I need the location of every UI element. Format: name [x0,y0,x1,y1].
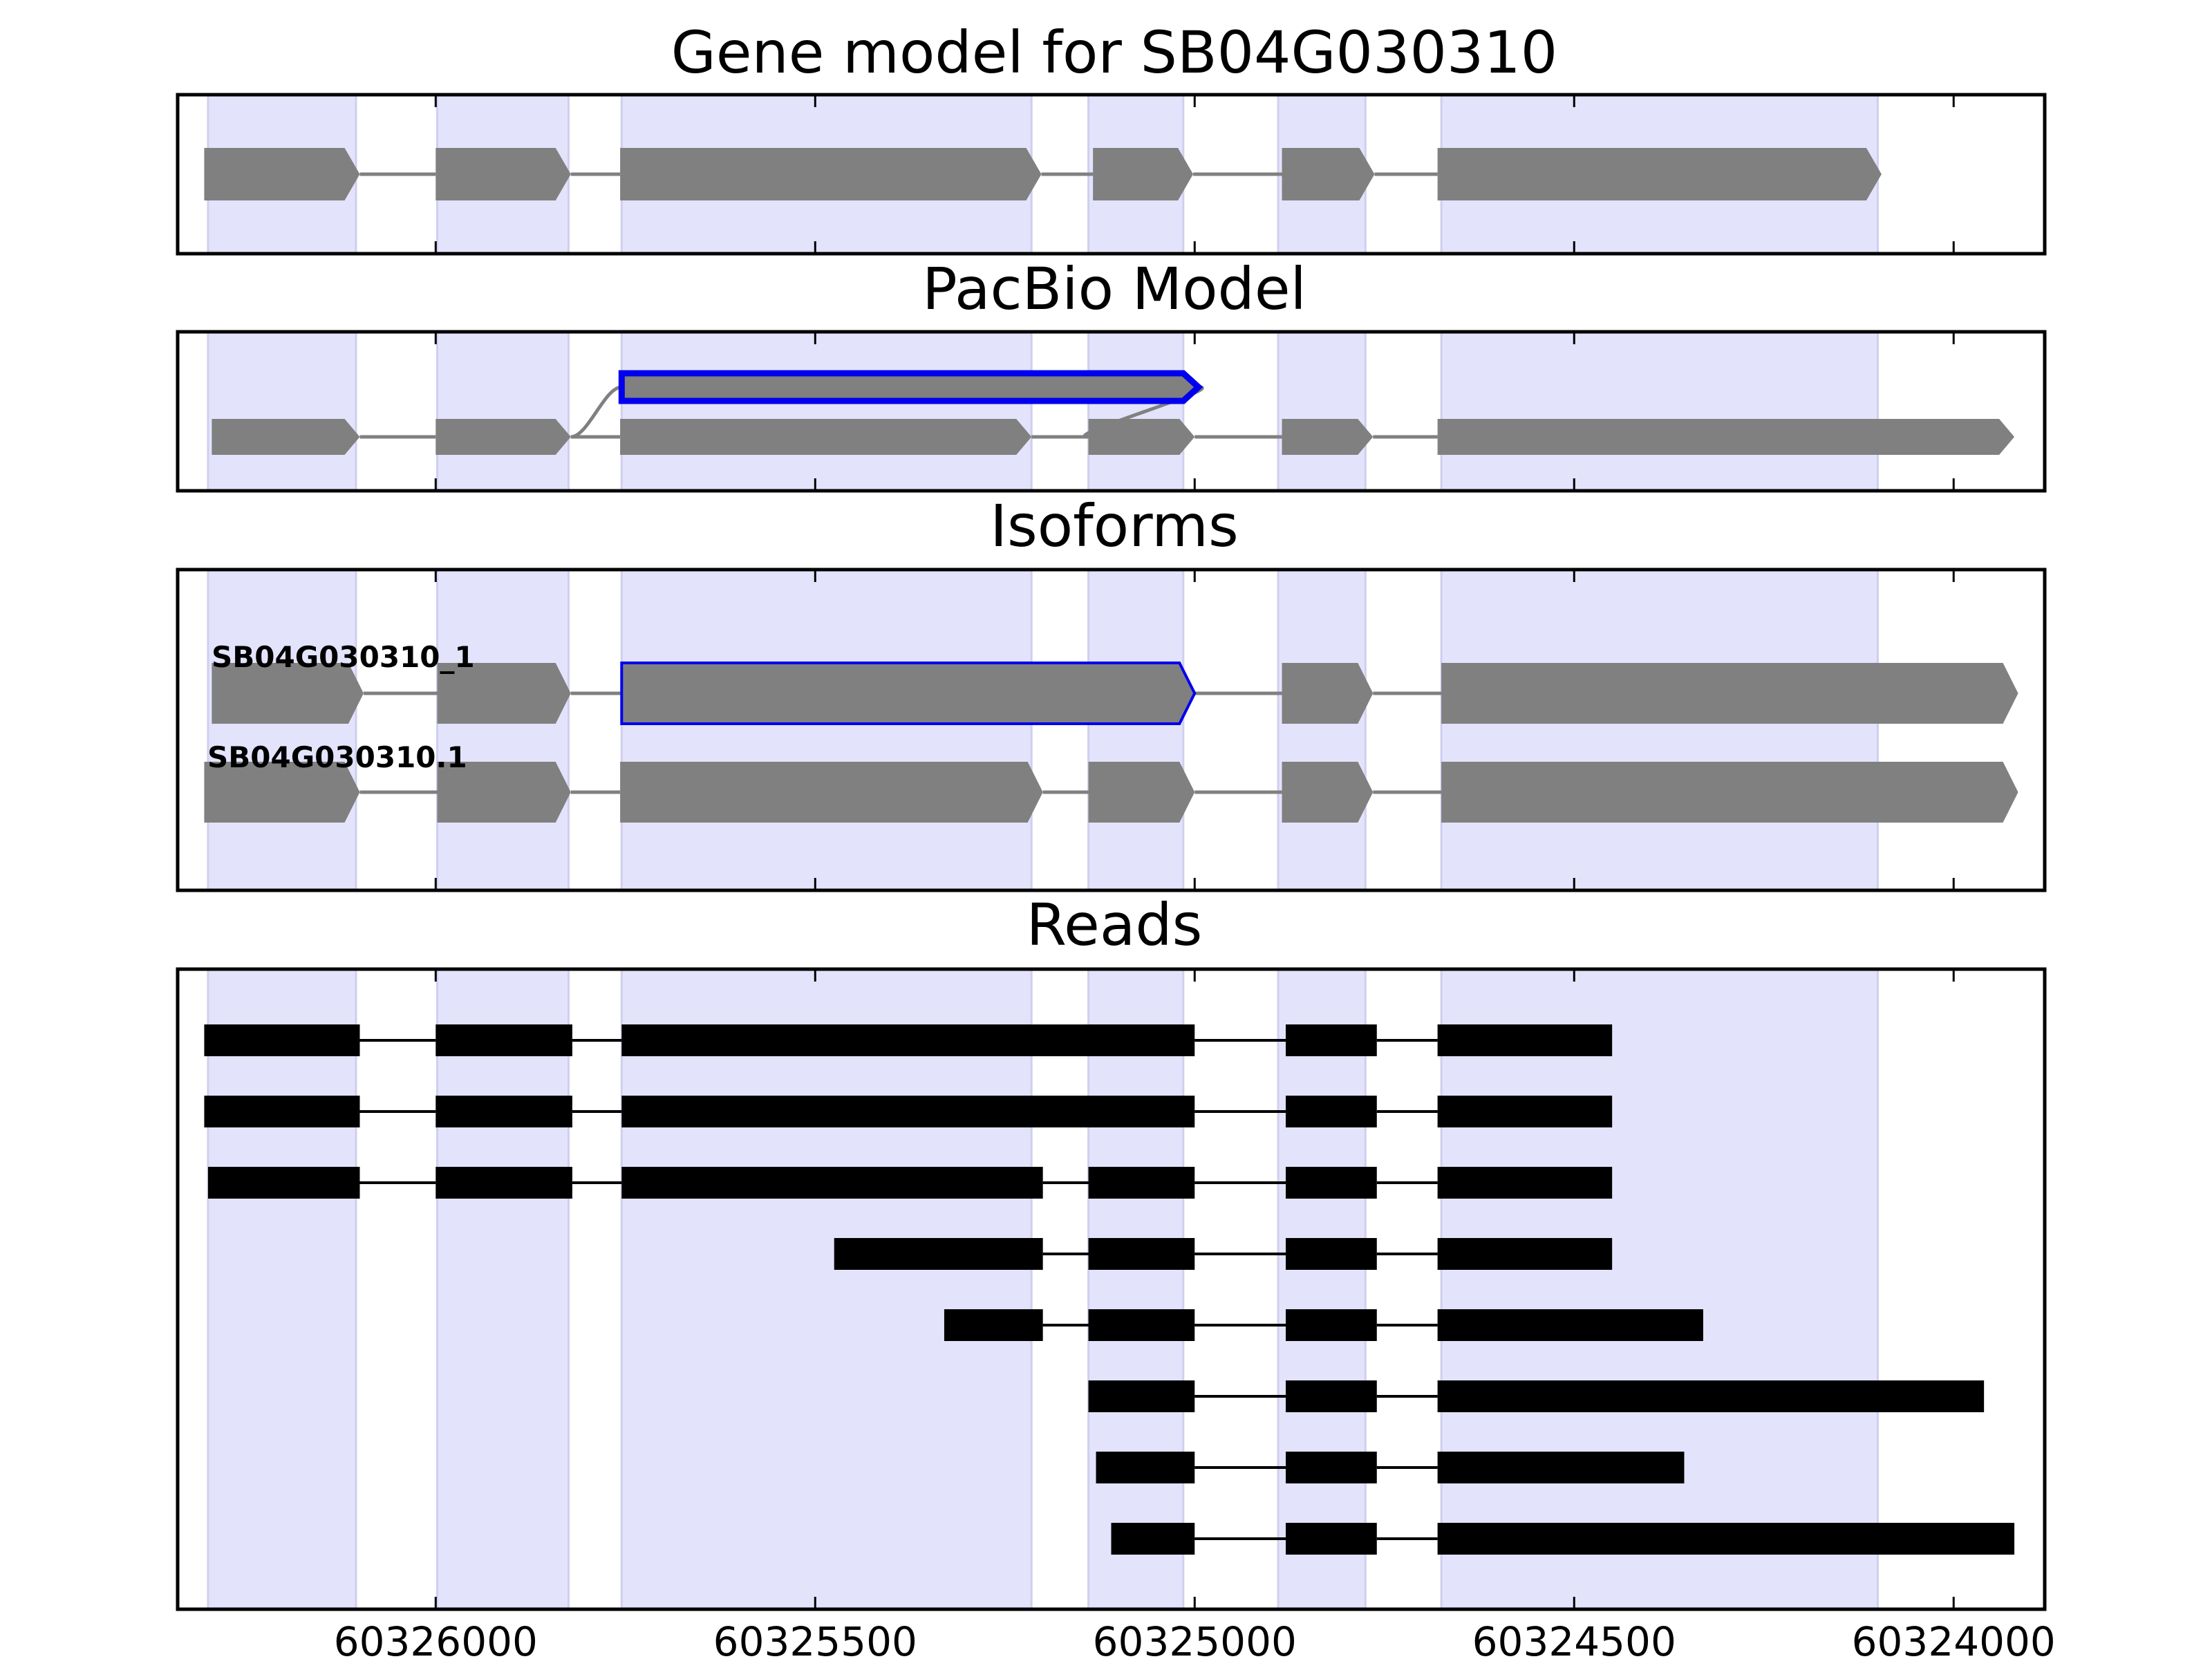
exon-region-band [1277,330,1367,492]
exon-region-band [1277,568,1367,892]
read-block [1286,1380,1377,1412]
read-block [1437,1024,1613,1056]
exon-region-band [207,568,357,892]
model-exon [212,663,364,724]
model-exon [1282,663,1374,724]
exon-region-band [1440,330,1879,492]
read-block [1286,1523,1377,1555]
read-block [204,1096,360,1127]
model-exon [437,663,571,724]
panel-frame [176,568,2047,892]
exon-region-band [207,968,357,1611]
x-tick-label: 60325000 [1093,1618,1297,1659]
model-exon [204,148,360,200]
read-block [1286,1309,1377,1341]
model-exon [204,762,360,823]
panel-title-pacbio-model: PacBio Model [922,255,1306,323]
read-block [435,1096,572,1127]
exon-region-band [436,330,570,492]
x-tick-label: 60324500 [1472,1618,1676,1659]
read-block [1437,1096,1613,1127]
exon-region-band [1087,568,1185,892]
model-exon [435,148,571,200]
read-block [1088,1309,1195,1341]
exon-region-band [1087,968,1185,1611]
read-block [435,1167,572,1199]
x-tick-label: 60325500 [713,1618,917,1659]
reads-panel [176,967,2047,1611]
splice-connector [1082,385,1204,439]
exon-region-band [1440,568,1879,892]
read-block [1437,1309,1703,1341]
panel-title-isoforms: Isoforms [990,492,1239,560]
model-exon [1441,762,2018,823]
model-exon [435,419,571,455]
isoform-label-1: SB04G030310_1 [212,640,475,674]
read-block [1088,1380,1195,1412]
read-block [621,1096,1195,1127]
panel-title-reads: Reads [1027,891,1203,959]
x-tick-label: 60324000 [1852,1618,2056,1659]
model-exon [620,419,1032,455]
read-block [1286,1024,1377,1056]
read-block [1437,1238,1613,1270]
read-block [1286,1096,1377,1127]
read-block [1096,1452,1195,1483]
read-block [1437,1380,1985,1412]
model-exon [1088,419,1195,455]
model-exon [1088,762,1195,823]
x-tick-label: 60326000 [334,1618,538,1659]
exon-region-band [620,330,1033,492]
isoform-label-2: SB04G030310.1 [207,740,467,774]
read-block [621,1024,1195,1056]
read-block [1437,1167,1613,1199]
model-exon [1282,419,1374,455]
model-exon [1437,148,1882,200]
model-exon [1282,762,1374,823]
read-block [207,1167,360,1199]
read-block [1088,1238,1195,1270]
exon-region-band [620,968,1033,1611]
highlighted-exon [618,370,1203,404]
highlighted-exon [620,662,1197,725]
panel-frame [176,330,2047,493]
read-block [435,1024,572,1056]
model-exon [437,762,571,823]
model-exon [1437,419,2015,455]
exon-region-band [620,568,1033,892]
exon-region-band [436,568,570,892]
model-exon [212,419,360,455]
exon-region-band [1277,968,1367,1611]
read-block [621,1167,1043,1199]
read-block [1437,1452,1685,1483]
read-block [1286,1452,1377,1483]
isoforms-panel [176,568,2047,892]
panel-frame [176,967,2047,1611]
model-exon [620,762,1043,823]
gene-model-panel [176,93,2047,256]
model-exon [1282,148,1375,200]
exon-region-band [436,968,570,1611]
exon-region-band [1087,330,1185,492]
read-block [1111,1523,1195,1555]
read-block [1088,1167,1195,1199]
read-block [204,1024,360,1056]
read-block [1286,1238,1377,1270]
pacbio-model-panel [176,330,2047,493]
read-block [1437,1523,2015,1555]
read-block [944,1309,1043,1341]
exon-region-band [1440,968,1879,1611]
exon-region-band [207,330,357,492]
read-block [834,1238,1043,1270]
x-axis-tick-labels: 60326000 60325500 60325000 60324500 60324000 [334,1618,2056,1659]
panel-frame [176,93,2047,256]
model-exon [1441,663,2018,724]
splice-connector [570,385,622,439]
model-exon [1093,148,1194,200]
read-block [1286,1167,1377,1199]
model-exon [620,148,1042,200]
panel-title-gene-model: Gene model for SB04G030310 [671,19,1557,86]
